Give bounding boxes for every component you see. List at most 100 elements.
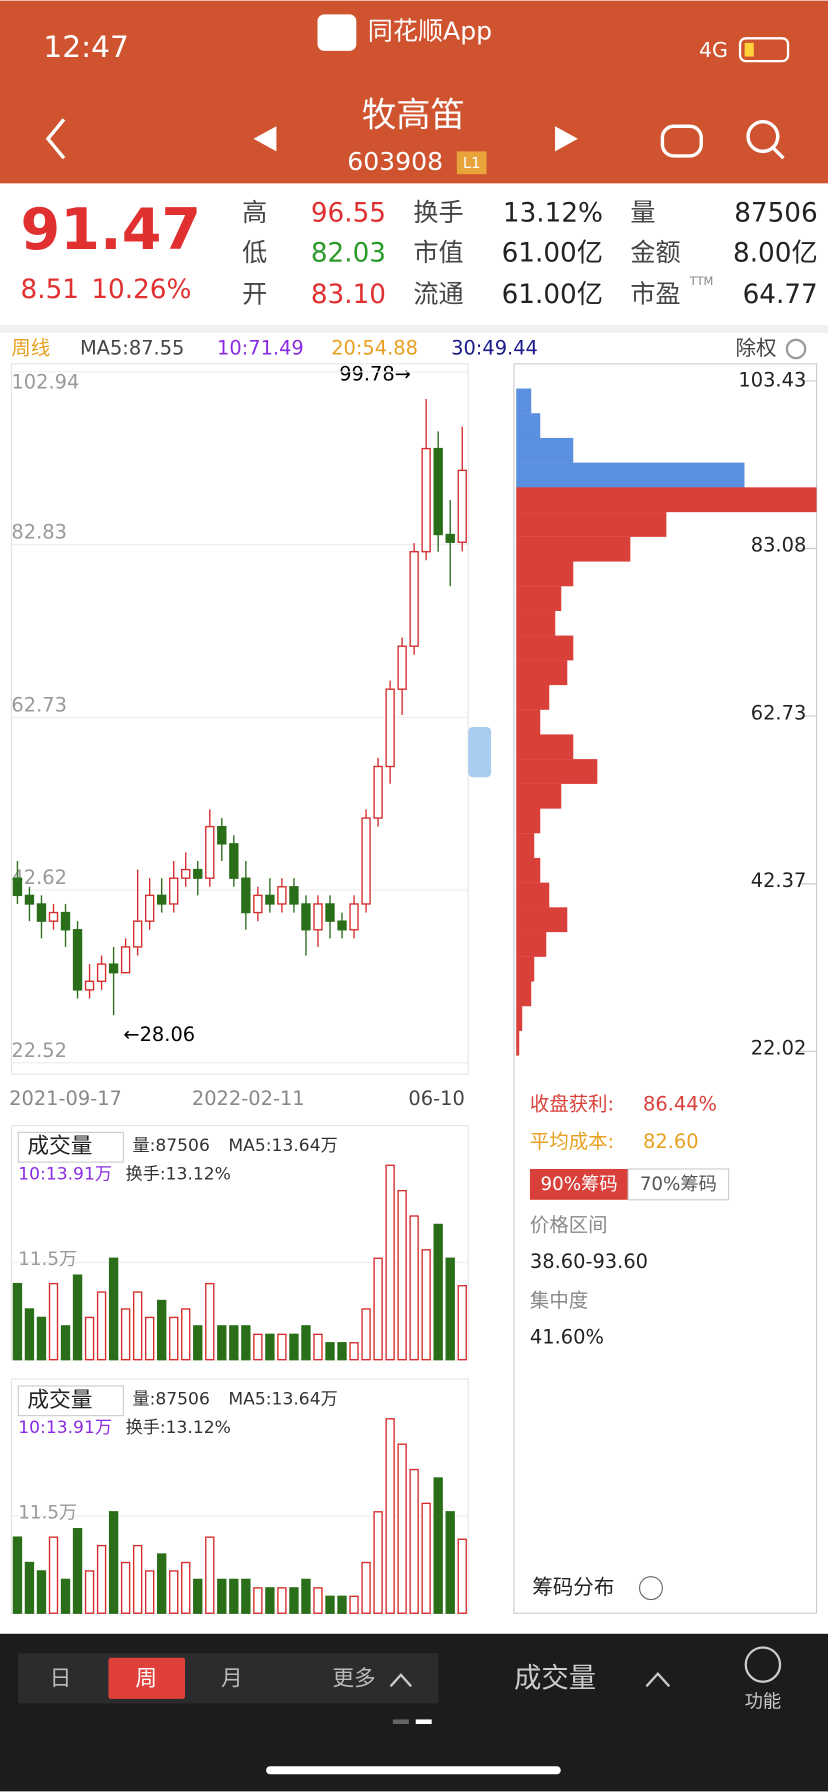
ma-item: 20:54.88 — [331, 336, 418, 359]
prev-stock[interactable] — [253, 126, 277, 152]
volume-bar — [253, 1333, 263, 1361]
volume-bar — [169, 1316, 179, 1361]
volume-selector: 成交量 — [27, 1388, 92, 1413]
volume-bar — [277, 1333, 287, 1361]
settings-icon[interactable] — [785, 338, 807, 360]
candle-body — [144, 894, 155, 922]
tab-70[interactable] — [627, 1168, 730, 1201]
candle-body — [373, 765, 383, 819]
candle-body — [120, 946, 131, 974]
candle-body — [421, 447, 431, 553]
volume-bar — [169, 1570, 179, 1614]
volume-bar — [241, 1578, 251, 1614]
battery — [738, 37, 790, 63]
function-icon[interactable] — [744, 1646, 782, 1683]
chip-tick-label: 22.02 — [751, 1037, 807, 1060]
stock-code: 603908 — [347, 147, 443, 176]
candle-body — [181, 868, 191, 879]
volume-bar — [157, 1553, 167, 1614]
robot-button[interactable] — [660, 124, 703, 158]
volume-bar — [72, 1274, 83, 1361]
chip-bar — [516, 462, 745, 488]
volume-bar — [193, 1325, 203, 1361]
next-stock[interactable] — [555, 126, 578, 152]
candle-body — [60, 911, 71, 931]
volume-bar — [457, 1285, 467, 1361]
volume-bar — [349, 1342, 359, 1361]
volume-info: 换手:13.12% — [126, 1418, 231, 1438]
field-label: 量 — [630, 198, 655, 227]
tab[interactable]: 日 — [50, 1666, 72, 1691]
chip-bar — [516, 388, 532, 414]
change: 8.51 — [21, 275, 79, 305]
x-label: 06-10 — [408, 1087, 464, 1110]
more-arrow — [389, 1673, 412, 1688]
volume-bar — [361, 1308, 371, 1361]
volume-info: 量:87506 — [132, 1390, 209, 1410]
volume-bar — [36, 1570, 47, 1614]
volume-bar — [409, 1215, 419, 1361]
selector-box[interactable] — [17, 1131, 124, 1163]
volume-bar — [289, 1587, 299, 1614]
volume-bar — [421, 1249, 431, 1361]
volume-frame — [10, 1124, 469, 1361]
indicator-arrow[interactable] — [645, 1672, 671, 1688]
tab[interactable]: 周 — [135, 1666, 157, 1691]
volume-bar — [421, 1502, 431, 1614]
kline-frame — [10, 363, 469, 1075]
tab-90[interactable] — [529, 1168, 629, 1200]
volume-bar — [36, 1316, 47, 1361]
tab[interactable]: 月 — [221, 1666, 243, 1691]
badge: L1 — [463, 155, 481, 172]
volume-bar — [433, 1223, 443, 1361]
candle-body — [457, 469, 467, 543]
function-label[interactable]: 功能 — [745, 1691, 782, 1712]
volume-info: MA5:13.64万 — [228, 1136, 337, 1156]
search-button[interactable] — [746, 119, 780, 154]
y-tick-label: 102.94 — [11, 371, 79, 394]
battery-level — [744, 42, 754, 57]
chip-tick-label: 42.37 — [751, 869, 807, 892]
candle-body — [36, 903, 47, 922]
y-tick-label: 42.62 — [11, 866, 67, 889]
volume-bar — [48, 1536, 59, 1614]
ma-item: 10:71.49 — [217, 336, 304, 359]
candle-body — [361, 817, 371, 905]
chip-bar — [516, 1006, 523, 1031]
back-button[interactable] — [45, 118, 66, 160]
candle-body — [313, 903, 323, 931]
field-value: 83.10 — [311, 280, 386, 310]
selector-box[interactable] — [17, 1385, 124, 1417]
candle-body — [72, 929, 83, 991]
volume-bar — [445, 1257, 455, 1361]
network: 4G — [699, 38, 728, 62]
expand-tab[interactable] — [468, 726, 492, 778]
volume-bar — [132, 1291, 143, 1361]
indicator[interactable]: 成交量 — [514, 1663, 596, 1694]
chip-bar — [516, 734, 574, 760]
chip-bar — [516, 684, 550, 710]
tab-70-label[interactable]: 70%筹码 — [640, 1174, 717, 1195]
volume-bar — [217, 1578, 227, 1614]
volume-bar — [181, 1561, 191, 1614]
profit: 86.44% — [643, 1092, 717, 1115]
volume-bar — [24, 1308, 35, 1361]
candle-body — [253, 894, 263, 914]
change-pct: 10.26% — [91, 275, 191, 305]
volume-bar — [96, 1291, 107, 1361]
candle-body — [409, 551, 419, 647]
help-icon[interactable] — [638, 1576, 663, 1601]
volume-info: MA5:13.64万 — [228, 1390, 337, 1410]
volume-bar — [48, 1282, 59, 1361]
adjust[interactable]: 除权 — [735, 336, 776, 360]
candle-body — [12, 877, 23, 897]
header-bg — [0, 0, 828, 184]
volume-info: 换手:13.12% — [126, 1165, 231, 1185]
volume-info: 量:87506 — [132, 1136, 209, 1156]
tab[interactable]: 更多 — [332, 1666, 375, 1691]
volume-bar — [205, 1536, 215, 1614]
tab-90-label[interactable]: 90%筹码 — [540, 1174, 617, 1195]
range-label: 价格区间 — [530, 1214, 608, 1237]
volume-bar — [397, 1189, 407, 1361]
min-label: ←28.06 — [123, 1023, 195, 1046]
